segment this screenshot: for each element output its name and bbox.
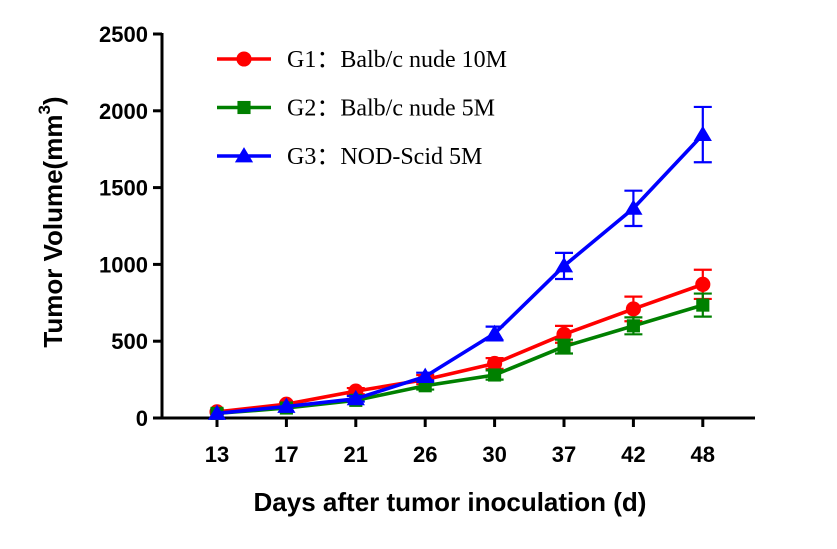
x-tick-label: 17 <box>274 442 298 467</box>
data-point <box>693 125 712 142</box>
data-point <box>554 257 574 273</box>
y-axis-title-text: Tumor Volume(mm <box>38 115 68 348</box>
y-tick-label: 1000 <box>99 252 148 277</box>
svg-text:Tumor Volume(mm3): Tumor Volume(mm3) <box>35 96 68 347</box>
x-tick-label: 21 <box>344 442 368 467</box>
legend-item: G1：Balb/c nude 10M <box>217 47 507 73</box>
x-tick-label: 13 <box>205 442 229 467</box>
data-point <box>625 301 641 317</box>
data-point <box>485 324 504 340</box>
axes: 0 500 1000 1500 2000 2500 13 17 21 26 30 37 42 48 <box>99 22 755 467</box>
data-point <box>487 355 503 372</box>
data-point <box>556 326 572 342</box>
series-3 <box>207 105 712 420</box>
x-tick-label: 48 <box>691 442 715 467</box>
plot-area <box>207 105 712 420</box>
y-tick-label: 2500 <box>99 22 148 47</box>
x-tick-label: 42 <box>621 442 645 467</box>
data-point <box>626 319 640 333</box>
x-tick-label: 37 <box>552 442 576 467</box>
legend-item: G2：Balb/c nude 5M <box>217 96 495 122</box>
series-1 <box>209 268 712 420</box>
x-axis-title: Days after tumor inoculation (d) <box>254 487 647 517</box>
data-point <box>695 276 711 292</box>
y-axis-title: Tumor Volume(mm3) <box>35 96 68 347</box>
y-tick-label: 1500 <box>99 176 148 201</box>
legend-marker <box>234 147 254 163</box>
legend: G1：Balb/c nude 10M G2：Balb/c nude 5M G3：NO… <box>217 47 507 170</box>
legend-label: G1：Balb/c nude 10M <box>287 47 507 73</box>
series-line <box>216 133 705 416</box>
y-tick-label: 500 <box>111 329 148 354</box>
legend-marker <box>237 100 251 115</box>
y-tick-label: 2000 <box>99 99 148 124</box>
data-point <box>696 298 710 312</box>
x-tick-label: 26 <box>413 442 437 467</box>
data-point <box>277 397 296 413</box>
data-point <box>207 404 227 420</box>
legend-label: G2：Balb/c nude 5M <box>287 96 495 122</box>
y-axis-title-close: ) <box>38 96 68 105</box>
y-tick-label: 0 <box>136 406 148 431</box>
legend-item: G3：NOD-Scid 5M <box>217 144 482 170</box>
x-tick-label: 30 <box>482 442 506 467</box>
data-point <box>557 340 571 354</box>
data-point <box>488 368 502 382</box>
y-axis-title-superscript: 3 <box>35 105 54 114</box>
legend-marker <box>236 51 252 67</box>
series-line <box>216 282 704 414</box>
data-point <box>624 199 643 215</box>
data-point <box>416 367 435 383</box>
data-point <box>346 389 365 406</box>
legend-label: G3：NOD-Scid 5M <box>287 144 482 170</box>
